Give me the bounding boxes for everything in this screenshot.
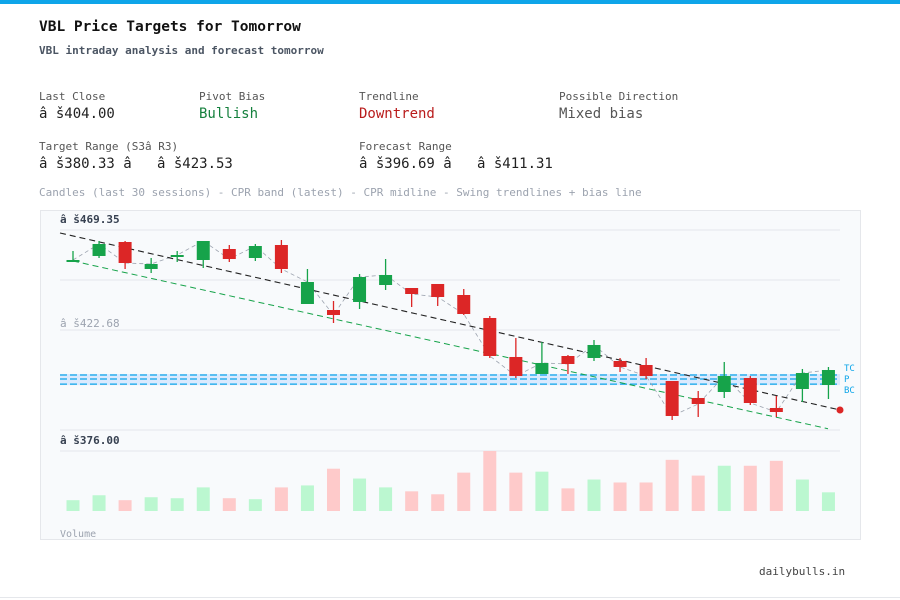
candle-body bbox=[353, 277, 367, 302]
candle-body bbox=[769, 407, 783, 413]
candle-body bbox=[509, 356, 523, 377]
volume-bar bbox=[431, 494, 445, 511]
volume-bar bbox=[66, 500, 80, 511]
pivot-bias-label: Pivot Bias bbox=[199, 90, 266, 103]
volume-bar bbox=[769, 460, 783, 511]
volume-bar bbox=[222, 498, 236, 511]
volume-bar bbox=[691, 475, 705, 511]
footer-brand: dailybulls.in bbox=[759, 565, 846, 578]
last-close-label: Last Close bbox=[39, 90, 106, 103]
volume-label: Volume bbox=[60, 529, 96, 540]
bias-trendline bbox=[59, 232, 841, 411]
trendline-label: Trendline bbox=[359, 90, 419, 103]
volume-bar bbox=[457, 472, 471, 511]
volume-bar bbox=[274, 487, 288, 511]
volume-bar bbox=[170, 498, 184, 511]
volume-bar bbox=[92, 495, 106, 511]
candle-body bbox=[639, 364, 653, 377]
candle-body bbox=[561, 355, 575, 364]
last-close-value: â š404.00 bbox=[39, 106, 115, 122]
volume-bar bbox=[248, 499, 262, 511]
candle-body bbox=[613, 360, 627, 367]
target-range-label: Target Range (S3â R3) bbox=[39, 140, 179, 153]
volume-bar bbox=[665, 459, 679, 511]
bias-endpoint-marker bbox=[836, 406, 844, 414]
volume-bar bbox=[144, 497, 158, 511]
volume-bar bbox=[795, 479, 809, 511]
candle-body bbox=[665, 381, 679, 416]
volume-bar bbox=[379, 487, 393, 511]
volume-bar bbox=[717, 465, 731, 511]
bottom-divider bbox=[0, 597, 900, 598]
candle-body bbox=[379, 274, 393, 285]
volume-bar bbox=[483, 451, 497, 511]
possible-direction-label: Possible Direction bbox=[559, 90, 679, 103]
candle-body bbox=[405, 287, 419, 294]
y-tick-top: â š469.35 bbox=[60, 213, 120, 226]
volume-bar bbox=[353, 478, 367, 511]
candle-body bbox=[535, 362, 549, 374]
candle-body bbox=[587, 344, 601, 358]
candle-body bbox=[457, 295, 471, 315]
volume-bar bbox=[118, 500, 132, 511]
volume-bar bbox=[613, 482, 627, 511]
volume-bar bbox=[405, 491, 419, 511]
candle-body bbox=[743, 378, 757, 404]
candle-body bbox=[300, 281, 314, 305]
candle-body bbox=[144, 264, 158, 269]
candle-body bbox=[274, 244, 288, 269]
cpr-label-tc: TC bbox=[844, 364, 855, 374]
trendline-value: Downtrend bbox=[359, 106, 435, 122]
candle-body bbox=[118, 241, 132, 263]
page-subtitle: VBL intraday analysis and forecast tomor… bbox=[39, 44, 324, 57]
top-accent-bar bbox=[0, 0, 900, 4]
candle-body bbox=[92, 243, 106, 256]
volume-bar bbox=[509, 472, 523, 511]
y-tick-bottom: â š376.00 bbox=[60, 434, 120, 447]
cpr-label-bc: BC bbox=[844, 386, 855, 396]
candle-body bbox=[196, 240, 210, 260]
candle-body bbox=[170, 255, 184, 258]
candle-body bbox=[222, 249, 236, 260]
candle-body bbox=[795, 373, 809, 389]
candle-body bbox=[483, 317, 497, 356]
volume-bar bbox=[561, 488, 575, 511]
chart-caption: Candles (last 30 sessions) - CPR band (l… bbox=[39, 186, 642, 199]
possible-direction-value: Mixed bias bbox=[559, 106, 644, 122]
volume-bar bbox=[587, 479, 601, 511]
candle-body bbox=[717, 376, 731, 392]
volume-bar bbox=[300, 485, 314, 511]
target-range-value: â š380.33 â â š423.53 bbox=[39, 156, 233, 172]
cpr-label-p: P bbox=[844, 375, 850, 385]
candle-body bbox=[821, 370, 835, 386]
forecast-range-value: â š396.69 â â š411.31 bbox=[359, 156, 553, 172]
candle-body bbox=[431, 283, 445, 297]
volume-bar bbox=[327, 468, 340, 511]
volume-bar bbox=[743, 465, 757, 511]
pivot-bias-value: Bullish bbox=[199, 106, 259, 122]
page-title: VBL Price Targets for Tomorrow bbox=[39, 19, 301, 35]
y-tick-mid: â š422.68 bbox=[60, 317, 120, 330]
volume-bar bbox=[821, 492, 835, 511]
volume-bar bbox=[639, 482, 653, 511]
candle-body bbox=[691, 397, 705, 404]
candle-body bbox=[66, 259, 80, 262]
volume-bar bbox=[196, 487, 210, 511]
candle-body bbox=[327, 310, 340, 315]
volume-bar bbox=[535, 471, 549, 511]
forecast-range-label: Forecast Range bbox=[359, 140, 452, 153]
candle-body bbox=[248, 246, 262, 259]
